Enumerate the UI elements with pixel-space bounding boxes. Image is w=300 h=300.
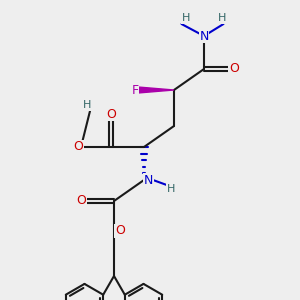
Text: O: O [229, 62, 239, 76]
Text: N: N [144, 173, 153, 187]
Text: N: N [199, 29, 209, 43]
Text: O: O [115, 224, 125, 238]
Text: H: H [83, 100, 91, 110]
Text: H: H [218, 13, 226, 23]
Polygon shape [138, 87, 174, 93]
Text: O: O [76, 194, 86, 208]
Text: F: F [131, 83, 139, 97]
Text: H: H [182, 13, 190, 23]
Text: O: O [73, 140, 83, 154]
Text: H: H [167, 184, 175, 194]
Text: O: O [106, 107, 116, 121]
